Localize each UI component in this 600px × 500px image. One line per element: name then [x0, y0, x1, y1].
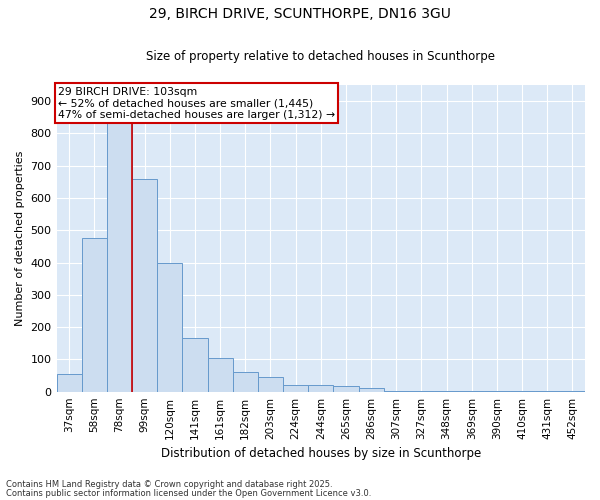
- Bar: [535, 391, 560, 392]
- Bar: [82, 238, 107, 392]
- Bar: [233, 372, 258, 392]
- X-axis label: Distribution of detached houses by size in Scunthorpe: Distribution of detached houses by size …: [161, 447, 481, 460]
- Bar: [509, 391, 535, 392]
- Bar: [308, 385, 334, 392]
- Bar: [258, 377, 283, 392]
- Bar: [484, 391, 509, 392]
- Text: 29, BIRCH DRIVE, SCUNTHORPE, DN16 3GU: 29, BIRCH DRIVE, SCUNTHORPE, DN16 3GU: [149, 8, 451, 22]
- Bar: [409, 391, 434, 392]
- Bar: [182, 338, 208, 392]
- Bar: [459, 391, 484, 392]
- Bar: [383, 391, 409, 392]
- Bar: [359, 388, 383, 392]
- Bar: [208, 358, 233, 392]
- Bar: [56, 374, 82, 392]
- Text: Contains HM Land Registry data © Crown copyright and database right 2025.: Contains HM Land Registry data © Crown c…: [6, 480, 332, 489]
- Bar: [132, 178, 157, 392]
- Bar: [334, 386, 359, 392]
- Text: Contains public sector information licensed under the Open Government Licence v3: Contains public sector information licen…: [6, 488, 371, 498]
- Title: Size of property relative to detached houses in Scunthorpe: Size of property relative to detached ho…: [146, 50, 495, 63]
- Bar: [157, 262, 182, 392]
- Bar: [283, 384, 308, 392]
- Y-axis label: Number of detached properties: Number of detached properties: [15, 150, 25, 326]
- Bar: [560, 391, 585, 392]
- Bar: [434, 391, 459, 392]
- Bar: [107, 111, 132, 392]
- Text: 29 BIRCH DRIVE: 103sqm
← 52% of detached houses are smaller (1,445)
47% of semi-: 29 BIRCH DRIVE: 103sqm ← 52% of detached…: [58, 86, 335, 120]
